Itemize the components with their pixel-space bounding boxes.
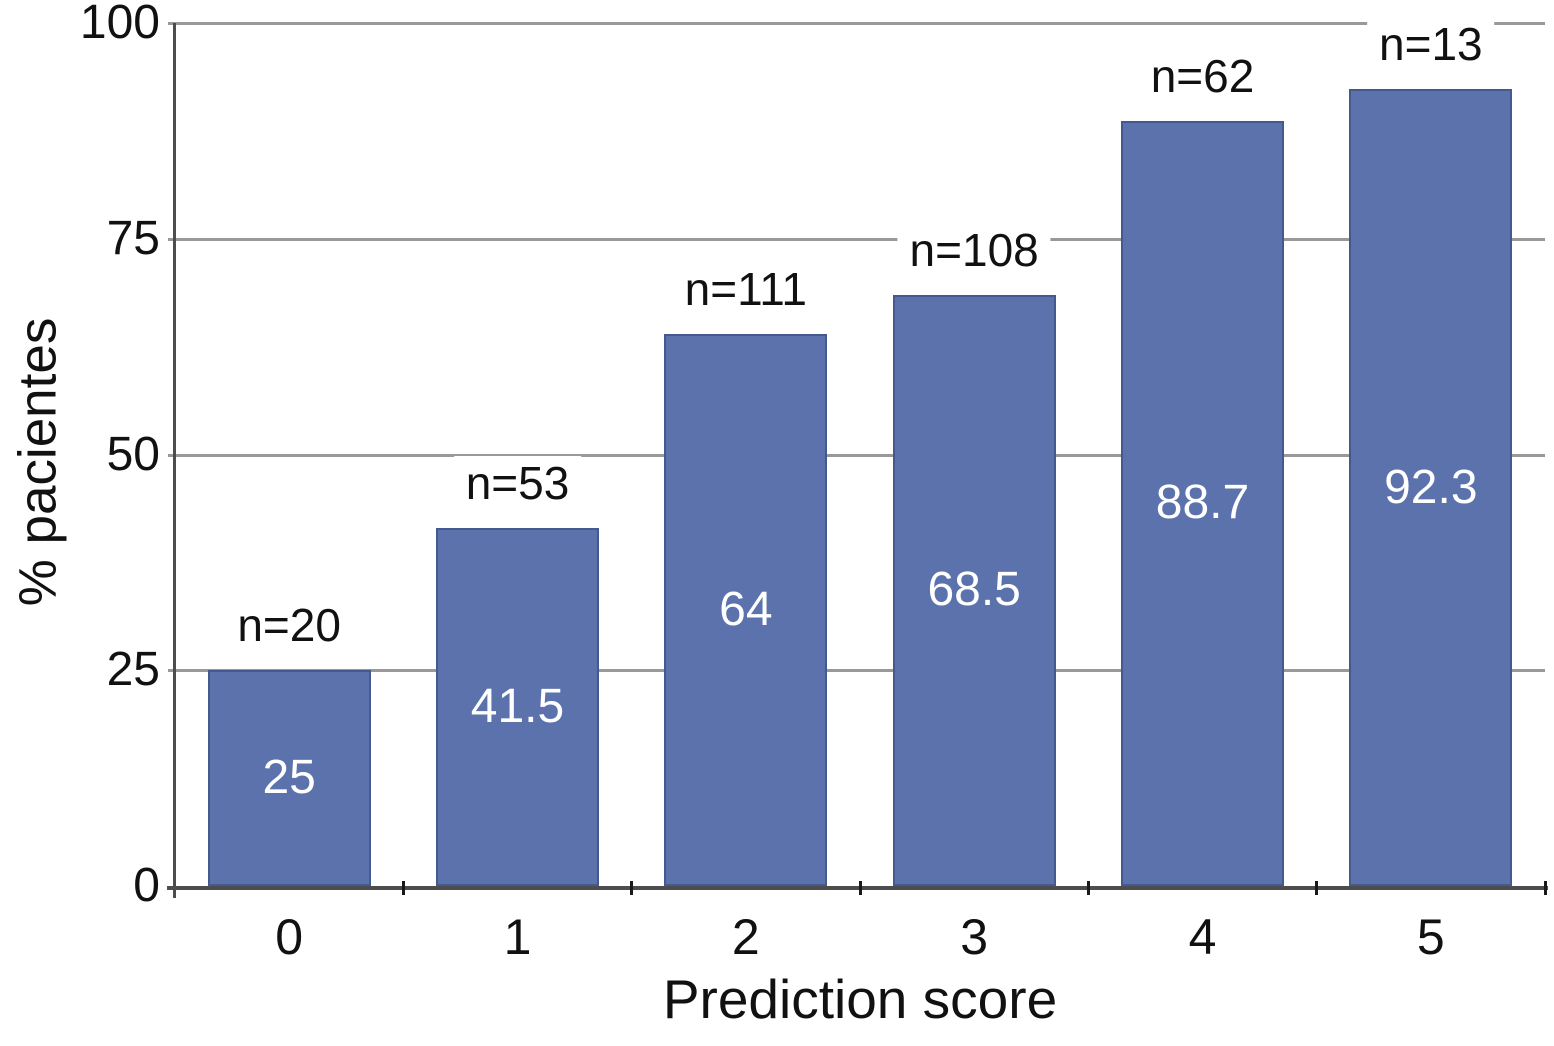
x-tick-label-4: 4 xyxy=(1188,909,1217,965)
bar-value-label: 41.5 xyxy=(470,679,565,733)
bar-value-label: 25 xyxy=(262,751,316,805)
x-tick-mark xyxy=(1543,881,1547,895)
y-axis-line xyxy=(173,23,176,898)
bar-score-0: 25 xyxy=(207,670,371,886)
n-count-label: n=53 xyxy=(453,455,582,510)
x-tick-mark xyxy=(858,881,862,895)
bar-score-1: 41.5 xyxy=(436,527,599,886)
x-tick-label-2: 2 xyxy=(731,909,760,965)
bar-score-5: 92.3 xyxy=(1349,89,1513,886)
bar-value-label: 64 xyxy=(719,582,773,636)
n-count-label: n=20 xyxy=(225,598,353,653)
y-tick-label-50: 50 xyxy=(106,427,160,481)
x-axis-title: Prediction score xyxy=(662,968,1058,1030)
x-tick-mark xyxy=(630,881,634,895)
x-tick-label-0: 0 xyxy=(275,909,304,965)
n-count-label: n=111 xyxy=(672,261,820,316)
n-count-label: n=62 xyxy=(1138,48,1267,103)
y-tick-label-75: 75 xyxy=(106,211,160,265)
x-axis-line xyxy=(167,886,1548,890)
bar-value-label: 68.5 xyxy=(927,563,1021,617)
bar-score-2: 64 xyxy=(664,333,828,886)
bar-value-label: 88.7 xyxy=(1155,476,1250,530)
x-tick-label-1: 1 xyxy=(503,909,532,965)
n-count-label: n=13 xyxy=(1367,17,1495,72)
bar-value-label: 92.3 xyxy=(1384,460,1478,514)
gridline-50 xyxy=(168,453,1545,457)
x-tick-mark xyxy=(1315,881,1319,895)
gridline-100 xyxy=(168,22,1545,25)
x-tick-label-5: 5 xyxy=(1416,909,1445,965)
bar-score-4: 88.7 xyxy=(1121,120,1284,886)
y-tick-label-0: 0 xyxy=(133,859,160,912)
x-tick-mark xyxy=(401,881,405,895)
y-tick-label-100: 100 xyxy=(79,0,160,49)
x-tick-label-3: 3 xyxy=(960,909,989,965)
bar-score-3: 68.5 xyxy=(892,294,1056,886)
x-tick-mark xyxy=(1086,881,1090,895)
gridline-75 xyxy=(168,237,1545,241)
n-count-label: n=108 xyxy=(897,222,1051,277)
gridline-25 xyxy=(168,669,1545,673)
y-tick-label-25: 25 xyxy=(106,643,160,697)
